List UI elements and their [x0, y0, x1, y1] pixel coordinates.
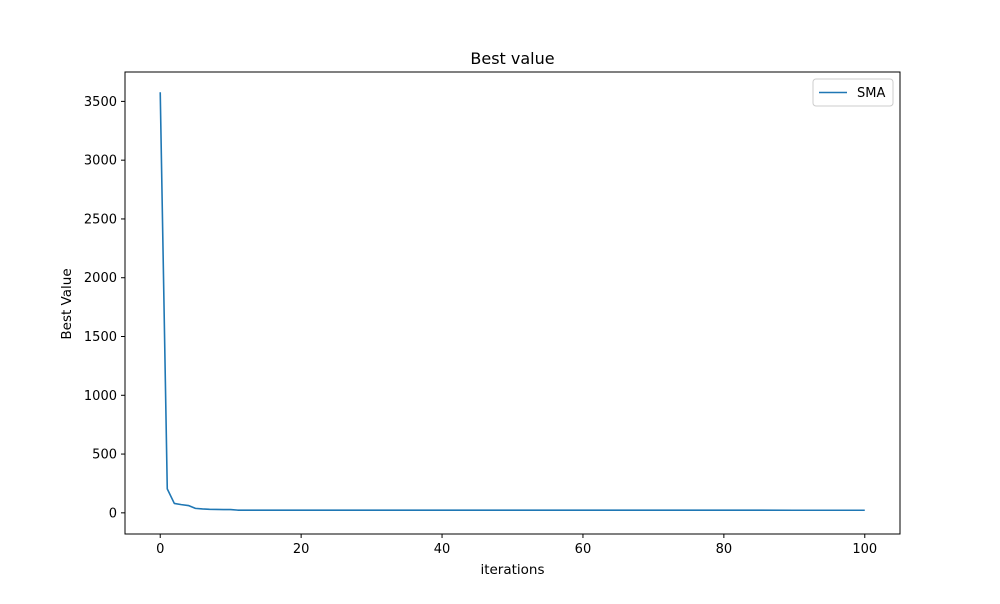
y-axis-label: Best Value — [59, 268, 75, 339]
axes-frame — [124, 71, 901, 535]
x-axis-label: iterations — [480, 562, 544, 578]
chart-title: Best value — [470, 49, 554, 68]
y-tick-label: 1000 — [84, 389, 117, 404]
legend: SMA — [812, 78, 894, 107]
y-tick-label: 500 — [92, 448, 117, 463]
y-tick-label: 0 — [109, 506, 117, 521]
y-tick-label: 2500 — [84, 212, 117, 227]
y-tick-label: 1500 — [84, 330, 117, 345]
legend-frame — [812, 78, 894, 107]
x-tick-label: 80 — [716, 542, 733, 557]
y-tick-label: 3500 — [84, 95, 117, 110]
x-tick-label: 100 — [852, 542, 877, 557]
x-tick-label: 0 — [156, 542, 164, 557]
legend-label: SMA — [857, 86, 885, 101]
x-tick-label: 20 — [293, 542, 310, 557]
series-line — [159, 92, 865, 512]
x-tick-label: 40 — [434, 542, 451, 557]
plot-area — [159, 92, 865, 512]
y-tick-label: 2000 — [84, 271, 117, 286]
y-tick-label: 3000 — [84, 154, 117, 169]
x-tick-label: 60 — [575, 542, 592, 557]
